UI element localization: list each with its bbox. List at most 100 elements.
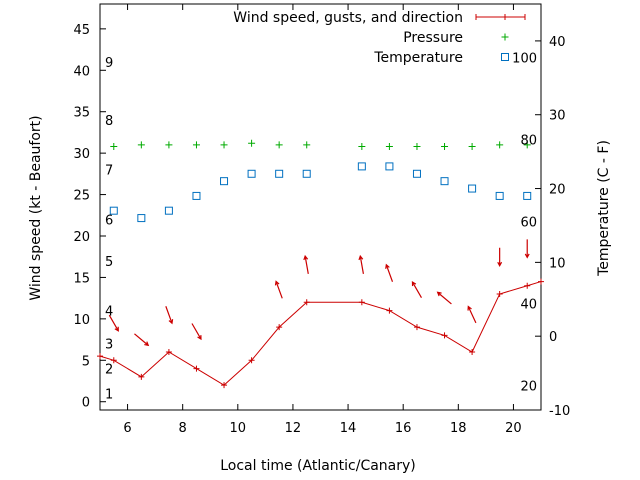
x-tick-label: 10 [230,421,247,436]
wind-direction-arrow [134,333,150,347]
x-axis-label: Local time (Atlantic/Canary) [220,458,416,474]
legend-symbol-pressure [501,33,509,41]
x-tick-label: 6 [123,421,131,436]
y-tick-label: 25 [73,189,90,204]
temperature-point [275,169,284,178]
wind-point [110,357,117,364]
y-tick-label: 10 [73,313,90,328]
y2-tick-label: 30 [549,109,566,124]
pressure-point [275,141,283,149]
wind-point [386,307,393,314]
wind-point [165,349,172,355]
y-tick-label: 45 [73,23,90,38]
axes-layer: 6 8 10 12 14 16 18 20051015202530354045-1001020… [73,4,570,436]
temperature-point [385,162,394,171]
x-tick-label: 8 [179,421,187,436]
pressure-point [358,143,366,151]
temperature-point [357,162,366,171]
wind-point [248,357,255,364]
x-tick-label: 12 [285,421,302,436]
y-tick-label: 20 [73,230,90,245]
y2-tick-label: 10 [549,256,566,271]
temperature-point [495,191,504,200]
pressure-point [192,141,200,149]
wind-point [138,373,145,380]
plot-frame [99,3,542,411]
beaufort-label: 6 [105,213,113,228]
wind-direction-arrow [274,280,283,299]
x-tick-label: 16 [395,421,412,436]
y2-tick-label: 40 [549,35,566,50]
beaufort-label: 7 [105,164,113,179]
temperature-point [192,191,201,200]
temperature-point [440,177,449,186]
temperature-point [164,206,173,215]
wind-direction-arrow [436,291,452,305]
y2-tick-label: 20 [549,183,566,198]
wind-direction-arrow [108,314,119,332]
temperature-point [302,169,311,178]
plot-area [99,3,542,411]
y-tick-label: 40 [73,64,90,79]
temperature-point [220,177,229,186]
beaufort-label: 2 [105,363,113,378]
pressure-point [110,143,118,151]
x-tick-label: 18 [450,421,467,436]
temperature-point [247,169,256,178]
wind-direction-arrow [165,306,174,325]
wind-point [193,365,200,372]
pressure-point [303,141,311,149]
legend-label-wind: Wind speed, gusts, and direction [233,10,463,26]
pressure-point [137,141,145,149]
wind-direction-arrow [191,323,202,341]
temperature-point [468,184,477,193]
fahrenheit-tick-label: 60 [520,215,537,230]
pressure-point [496,141,504,149]
y-tick-label: 30 [73,147,90,162]
wind-direction-arrow [524,239,530,259]
pressure-point [413,143,421,151]
y2-axis-label: Temperature (C - F) [596,140,612,277]
wind-point [538,278,544,285]
wind-point [221,382,228,389]
series-layer [97,139,544,389]
y2-tick-label: 0 [549,330,557,345]
pressure-point [468,143,476,151]
wind-direction-arrow [411,280,422,298]
y-tick-label: 5 [82,354,90,369]
temperature-point [412,169,421,178]
wind-point [97,353,103,360]
wind-direction-arrow [303,254,309,274]
fahrenheit-tick-label: 100 [512,51,537,66]
x-tick-label: 14 [340,421,357,436]
wind-point [413,324,420,331]
x-tick-label: 20 [505,421,522,436]
wind-direction-arrow [385,263,394,282]
wind-point [358,299,365,306]
beaufort-label: 8 [105,114,113,129]
pressure-point [165,141,173,149]
y-tick-label: 0 [82,396,90,411]
fahrenheit-tick-label: 80 [520,133,537,148]
legend-label-temperature: Temperature [373,50,463,66]
y-tick-label: 35 [73,106,90,121]
wind-point [276,324,283,331]
legend: Wind speed, gusts, and direction Pressure… [233,10,526,66]
pressure-point [385,143,393,151]
wind-direction-arrow [467,305,477,324]
wind-direction-arrow [358,254,364,274]
fahrenheit-tick-label: 40 [520,297,537,312]
temperature-point [109,206,118,215]
beaufort-label: 9 [105,56,113,71]
legend-symbol-temperature [501,53,509,61]
y2-tick-label: -10 [549,404,570,419]
wind-point [303,299,310,306]
wind-direction-arrow [497,247,503,267]
pressure-point [441,143,449,151]
wind-point [469,349,476,355]
wind-point [496,291,503,297]
y-axis-label: Wind speed (kt - Beaufort) [28,115,44,300]
beaufort-label: 5 [105,255,113,270]
legend-label-pressure: Pressure [403,30,463,46]
